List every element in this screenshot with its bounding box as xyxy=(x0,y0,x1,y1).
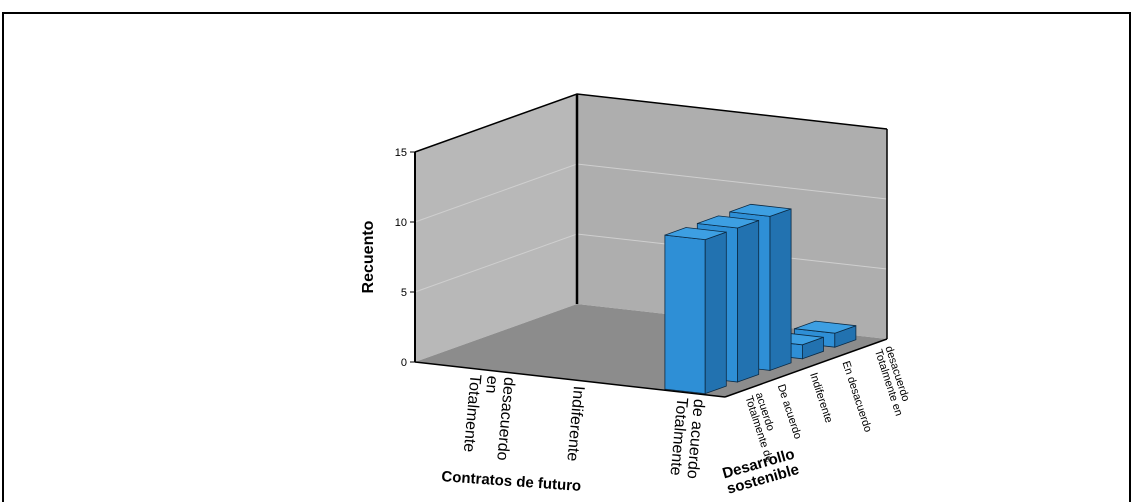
y-axis-label: Recuento xyxy=(360,220,377,293)
y-tick-label: 10 xyxy=(395,217,407,229)
y-axis-ticks: 0 5 10 15 xyxy=(395,147,415,369)
y-tick-label: 15 xyxy=(395,147,407,159)
x-category-line: Totalmente xyxy=(667,397,691,477)
z-category-line: En desacuerdo xyxy=(840,360,874,434)
x-category-line: Totalmente xyxy=(460,373,484,453)
x-category-line: de acuerdo xyxy=(683,398,707,479)
left-wall xyxy=(415,94,577,362)
x-axis-label: Contratos de futuro xyxy=(441,468,582,495)
z-axis-line xyxy=(724,338,888,398)
bar-top xyxy=(729,203,792,217)
chart-edges xyxy=(414,93,888,398)
top-edge-line xyxy=(414,93,888,153)
z-category-line: Indiferente xyxy=(807,371,834,424)
y-tick-label: 0 xyxy=(401,357,407,369)
x-category-label: Indiferente xyxy=(563,385,587,462)
bar-side xyxy=(769,208,792,371)
z-category-label: Indiferente xyxy=(807,371,834,424)
z-category-label: De acuerdo xyxy=(775,383,804,441)
z-category-label: En desacuerdo xyxy=(840,360,874,434)
bar-front xyxy=(664,234,706,395)
x-category-line: en xyxy=(482,375,500,394)
bar xyxy=(664,227,727,395)
bar-top xyxy=(664,227,727,241)
z-category-line: De acuerdo xyxy=(775,383,804,441)
chart-bars xyxy=(664,203,857,395)
bar-side xyxy=(704,231,727,395)
x-axis-line xyxy=(414,361,726,398)
chart-frame xyxy=(2,12,1131,502)
bar-top xyxy=(794,320,857,334)
bar-side xyxy=(737,219,760,383)
x-category-line: Indiferente xyxy=(563,385,587,462)
y-tick-label: 5 xyxy=(401,287,407,299)
bar-top xyxy=(697,215,759,229)
